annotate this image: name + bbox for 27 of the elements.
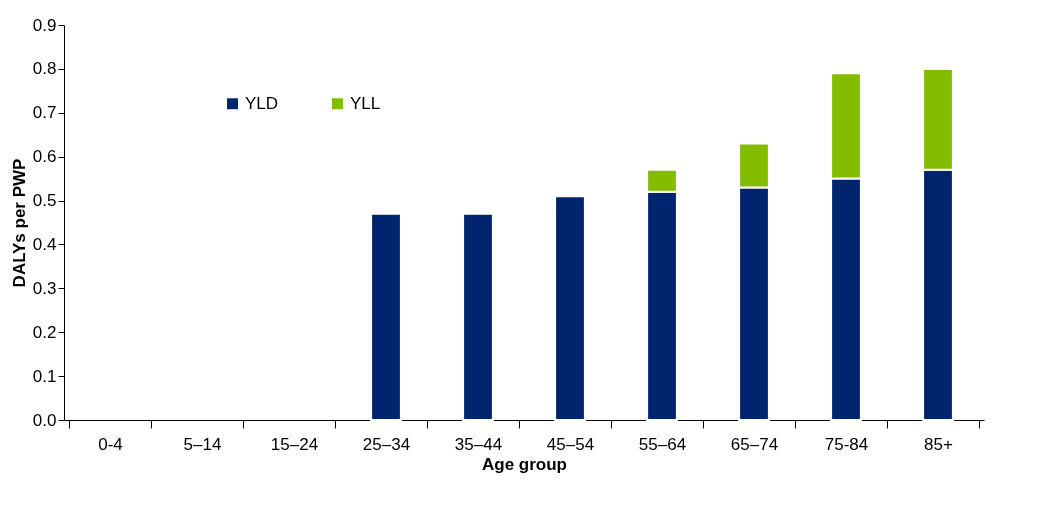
- x-tick-label: 0-4: [98, 434, 123, 454]
- y-tick-label: 0.2: [32, 322, 57, 342]
- y-tick-label: 0.3: [32, 278, 57, 298]
- x-tick-label: 55–64: [638, 434, 687, 454]
- x-tick-label: 85+: [924, 434, 953, 454]
- x-tick-label: 25–34: [362, 434, 411, 454]
- y-tick-label: 0.9: [32, 15, 57, 35]
- bar: [370, 212, 402, 421]
- y-tick-label: 0.1: [32, 366, 57, 386]
- y-tick-label: 0.0: [32, 410, 57, 430]
- y-tick-label: 0.4: [32, 234, 57, 254]
- x-tick-label: 35–44: [454, 434, 503, 454]
- x-tick-label: 65–74: [730, 434, 779, 454]
- y-tick-label: 0.5: [32, 191, 57, 211]
- legend-label: YLD: [245, 93, 279, 113]
- y-tick-label: 0.7: [32, 103, 57, 123]
- x-tick-label: 15–24: [270, 434, 319, 454]
- x-tick-label: 75-84: [824, 434, 869, 454]
- x-axis-title: Age group: [482, 454, 567, 474]
- x-tick-label: 5–14: [183, 434, 222, 454]
- bar: [462, 212, 494, 421]
- y-tick-label: 0.8: [32, 59, 57, 79]
- x-tick-label: 45–54: [546, 434, 595, 454]
- bar: [554, 195, 586, 421]
- y-tick-label: 0.6: [32, 147, 57, 167]
- legend-label: YLL: [350, 93, 381, 113]
- y-axis-title: DALYs per PWP: [9, 158, 29, 288]
